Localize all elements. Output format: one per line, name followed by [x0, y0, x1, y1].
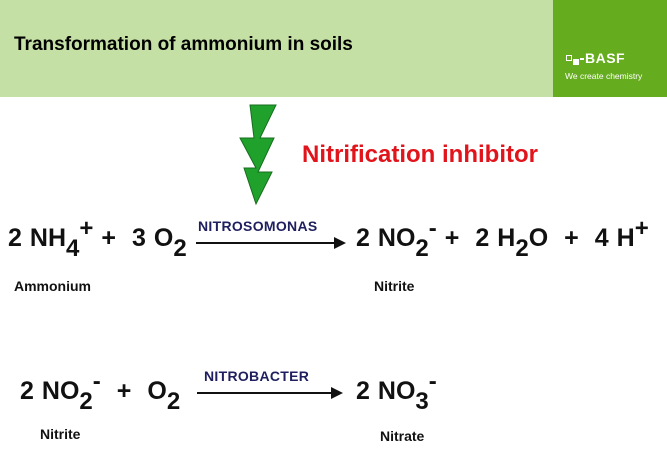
header-bar: Transformation of ammonium in soils BASF… — [0, 0, 667, 97]
reaction2-products: 2 NO3- — [356, 368, 437, 415]
reactant-name-ammonium: Ammonium — [14, 278, 91, 294]
product-name-nitrate: Nitrate — [380, 428, 425, 444]
lightning-bolt-icon — [239, 104, 277, 206]
logo-tagline: We create chemistry — [565, 71, 643, 81]
enzyme-nitrobacter: NITROBACTER — [204, 368, 310, 384]
basf-logo-mark-icon — [566, 55, 581, 66]
reactant-name-nitrite: Nitrite — [40, 426, 81, 442]
logo-name: BASF — [585, 50, 626, 66]
reaction2-reactants: 2 NO2- + O2 — [20, 368, 181, 415]
reaction1-reactants: 2 NH4+ +3 O2 — [8, 215, 187, 262]
nitrification-inhibitor-label: Nitrification inhibitor — [302, 141, 538, 168]
page-title: Transformation of ammonium in soils — [14, 34, 353, 55]
product-name-nitrite: Nitrite — [374, 278, 415, 294]
basf-logo: BASF We create chemistry — [553, 0, 667, 97]
enzyme-nitrosomonas: NITROSOMONAS — [198, 218, 318, 234]
reaction1-products: 2 NO2- +2 H2O +4 H+ — [356, 215, 649, 262]
